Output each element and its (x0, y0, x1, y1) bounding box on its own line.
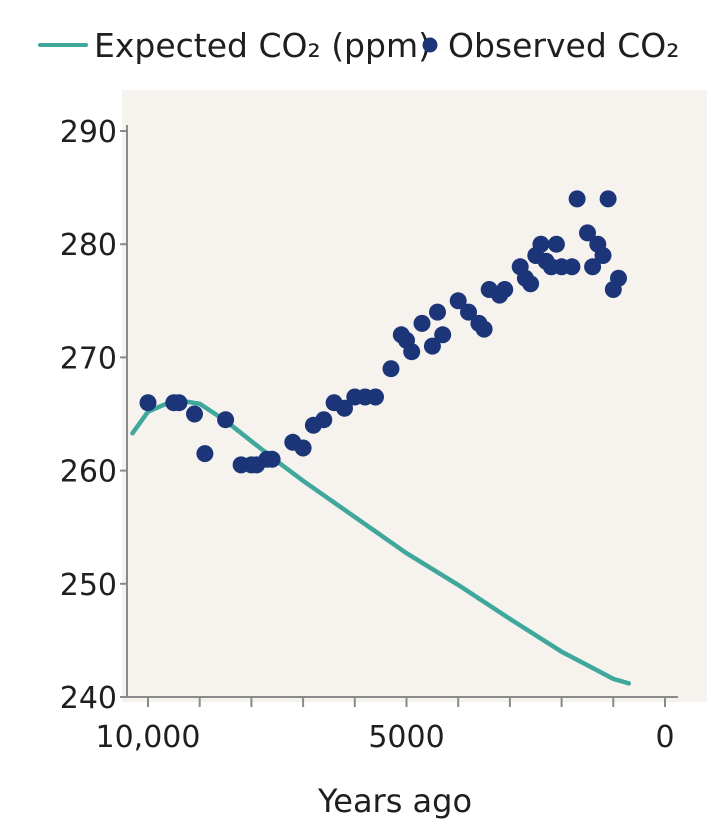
axes (120, 125, 678, 707)
observed-co2-point (382, 360, 400, 378)
legend-label-expected: Expected CO₂ (ppm) (94, 26, 431, 65)
observed-co2-point (496, 281, 514, 298)
observed-co2-point (196, 445, 214, 463)
y-tick-label-270: 270 (60, 341, 117, 376)
observed-co2-point (413, 314, 431, 332)
observed-co2-points (139, 190, 627, 474)
legend: Expected CO₂ (ppm) Observed CO₂ (38, 26, 680, 65)
observed-co2-point (367, 388, 384, 406)
observed-co2-point (610, 269, 627, 287)
observed-co2-point (186, 405, 203, 423)
observed-co2-point (579, 224, 596, 242)
observed-co2-point (434, 326, 452, 344)
x-tick-label-0: 0 (655, 720, 674, 755)
observed-co2-point (594, 247, 612, 264)
observed-co2-point (403, 343, 421, 361)
observed-co2-point (532, 235, 550, 253)
x-tick-label-10000: 10,000 (96, 720, 201, 755)
observed-co2-point (263, 450, 281, 468)
observed-co2-point (217, 411, 235, 429)
observed-co2-point (139, 394, 157, 412)
y-tick-label-250: 250 (60, 568, 117, 603)
plot-area (122, 90, 707, 702)
observed-co2-point (315, 411, 333, 429)
legend-dot-swatch (422, 37, 438, 53)
y-tick-label-260: 260 (60, 455, 117, 490)
observed-co2-point (429, 303, 446, 321)
observed-co2-point (294, 439, 312, 457)
observed-co2-point (170, 394, 188, 412)
x-tick-label-5000: 5000 (368, 720, 444, 755)
y-tick-label-280: 280 (60, 228, 117, 263)
observed-co2-point (547, 235, 565, 253)
observed-co2-point (336, 399, 353, 417)
observed-co2-point (475, 320, 493, 338)
y-tick-label-290: 290 (60, 115, 117, 150)
observed-co2-point (563, 258, 581, 276)
tick-labels: 240 250 260 270 280 290 10,000 5000 0 (60, 115, 675, 755)
observed-co2-point (460, 303, 477, 321)
observed-co2-point (584, 258, 602, 276)
y-tick-label-240: 240 (60, 681, 117, 716)
x-axis-title: Years ago (317, 782, 472, 820)
observed-co2-point (568, 190, 586, 208)
observed-co2-point (522, 275, 540, 293)
observed-co2-point (423, 337, 441, 355)
legend-label-observed: Observed CO₂ (448, 26, 680, 65)
observed-co2-point (599, 190, 617, 208)
observed-co2-point (449, 292, 467, 310)
